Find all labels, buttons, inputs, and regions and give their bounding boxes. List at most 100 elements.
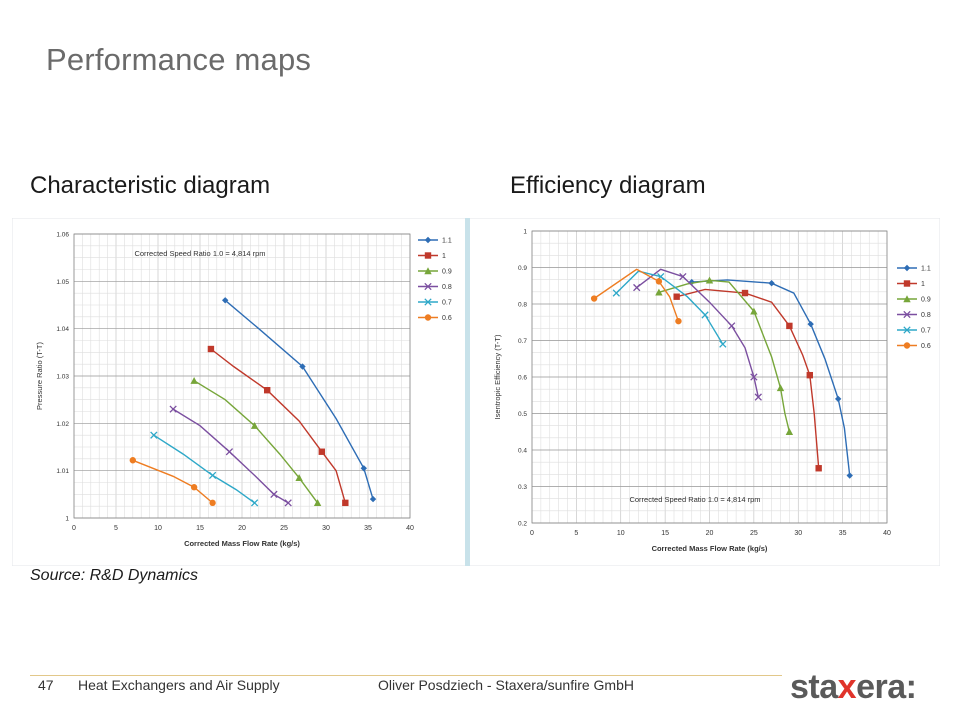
data-point: [728, 322, 736, 330]
efficiency-diagram-heading: Efficiency diagram: [510, 172, 706, 199]
logo-x: x: [837, 668, 857, 706]
legend-label: 0.6: [921, 343, 931, 350]
legend-label: 0.7: [921, 328, 931, 335]
plot-area: [531, 230, 888, 524]
efficiency-chart: 0 5 10 15 20 25 30 35 40 0.2 0.3 0.4 0.5 0.6 0.7 0.8 0.9…: [465, 218, 940, 566]
source-note: Source: R&D Dynamics: [30, 567, 199, 584]
y-tick-label: 1.01: [56, 468, 69, 475]
legend-label: 1.1: [921, 266, 931, 273]
page-number: 47: [38, 677, 54, 693]
data-point: [299, 363, 306, 370]
data-point: [786, 322, 793, 330]
legend-marker: [424, 267, 432, 275]
x-tick-label: 35: [364, 525, 372, 532]
legend-label: 0.8: [442, 284, 452, 291]
data-point: [207, 345, 215, 353]
x-tick-label: 20: [706, 530, 714, 537]
x-tick-label: 0: [530, 530, 534, 537]
y-tick-label: 0.9: [518, 265, 527, 272]
legend-marker: [424, 252, 432, 259]
x-tick-label: 20: [238, 525, 246, 532]
series-0.7: 0.7: [150, 298, 452, 507]
data-point: [741, 289, 749, 297]
legend-label: 1: [442, 253, 446, 260]
y-tick-label: 1.04: [56, 326, 69, 333]
y-axis-label: Pressure Ratio (T-T): [35, 342, 44, 410]
y-tick-label: 0.4: [518, 448, 527, 455]
data-point: [360, 465, 367, 472]
data-point: [342, 499, 349, 507]
series-0.6: 0.6: [129, 314, 452, 507]
y-tick-label: 1.03: [56, 374, 69, 381]
data-point: [222, 297, 229, 304]
legend-label: 0.6: [442, 315, 452, 322]
data-point: [834, 395, 842, 403]
y-tick-label: 1.06: [56, 232, 69, 239]
x-tick-label: 25: [280, 525, 288, 532]
legend-marker: [903, 295, 911, 303]
x-tick-label: 35: [839, 530, 847, 537]
y-tick-label: 1: [523, 229, 527, 236]
x-tick-label: 30: [322, 525, 330, 532]
data-point: [705, 276, 714, 284]
x-tick-label: 40: [406, 525, 414, 532]
legend-marker: [903, 280, 911, 287]
data-point: [284, 499, 292, 507]
data-point: [369, 495, 377, 503]
legend-marker: [424, 298, 432, 306]
legend-label: 0.8: [921, 312, 931, 319]
speed-ratio-annotation: Corrected Speed Ratio 1.0 = 4,814 rpm: [629, 495, 760, 504]
y-tick-label: 1.02: [56, 421, 69, 428]
series-line: [224, 299, 374, 500]
data-point: [776, 384, 785, 392]
series-1: 1: [207, 252, 446, 507]
chart-frame: [465, 218, 940, 566]
data-point: [679, 272, 687, 281]
data-point: [673, 293, 680, 300]
data-point: [295, 474, 303, 481]
series-0.8: 0.8: [169, 282, 452, 507]
legend-label: 0.7: [442, 300, 452, 307]
series-0.9: 0.9: [655, 276, 931, 435]
pressure-ratio-chart: 0 5 10 15 20 25 30 35 40 1 1.01 1.02 1.03 1.04 1.05 1.0…: [12, 218, 467, 566]
x-tick-label: 0: [72, 525, 76, 532]
legend-marker: [903, 342, 911, 349]
data-point: [270, 490, 278, 498]
legend-label: 0.9: [442, 269, 452, 276]
chart-frame: [12, 218, 467, 566]
x-axis-label: Corrected Mass Flow Rate (kg/s): [652, 544, 768, 553]
legend-label: 1: [921, 281, 925, 288]
data-point: [750, 307, 758, 315]
slide-title: Performance maps: [46, 42, 312, 77]
data-point: [754, 393, 762, 401]
legend-label: 0.9: [921, 297, 931, 304]
data-point: [655, 288, 663, 296]
logo-suffix: era:: [856, 668, 917, 706]
grid: [531, 230, 888, 524]
legend-label: 1.1: [442, 238, 452, 245]
data-point: [655, 278, 663, 285]
y-tick-label: 0.7: [518, 338, 527, 345]
x-tick-label: 10: [154, 525, 162, 532]
series-line: [210, 348, 346, 504]
x-tick-label: 30: [794, 530, 802, 537]
logo-prefix: sta: [790, 668, 838, 706]
series-0.6: 0.6: [590, 268, 931, 350]
series-line: [193, 380, 319, 504]
x-tick-label: 40: [883, 530, 891, 537]
data-point: [633, 283, 641, 292]
data-point: [815, 465, 822, 472]
legend-marker: [903, 264, 911, 272]
data-point: [264, 387, 271, 394]
x-tick-label: 25: [750, 530, 758, 537]
x-axis-label: Corrected Mass Flow Rate (kg/s): [184, 539, 300, 548]
y-tick-label: 0.8: [518, 302, 527, 309]
data-point: [250, 499, 259, 507]
series-0.9: 0.9: [190, 267, 452, 507]
y-tick-label: 1.05: [56, 279, 69, 286]
series-line: [636, 268, 759, 398]
data-point: [806, 371, 813, 379]
data-point: [318, 448, 325, 455]
series-1: 1: [673, 280, 925, 472]
y-axis-label: Isentropic Efficiency (T-T): [493, 334, 502, 419]
